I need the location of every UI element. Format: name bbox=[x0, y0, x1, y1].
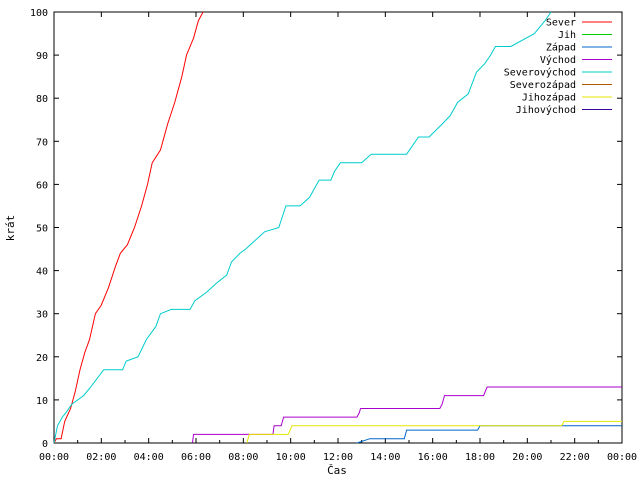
y-tick-label: 20 bbox=[36, 353, 48, 364]
x-tick-label: 08:00 bbox=[228, 452, 258, 463]
legend-label: Severovýchod bbox=[504, 67, 576, 79]
y-tick-label: 90 bbox=[36, 51, 48, 62]
legend-label: Jihozápad bbox=[522, 92, 576, 104]
y-tick-label: 60 bbox=[36, 180, 48, 191]
x-tick-label: 16:00 bbox=[418, 452, 448, 463]
legend-label: Východ bbox=[540, 54, 576, 66]
y-tick-label: 100 bbox=[30, 8, 48, 19]
y-tick-label: 70 bbox=[36, 137, 48, 148]
legend-label: Sever bbox=[546, 18, 576, 29]
y-tick-label: 40 bbox=[36, 267, 48, 278]
x-tick-label: 12:00 bbox=[323, 452, 353, 463]
x-tick-label: 02:00 bbox=[86, 452, 116, 463]
y-tick-label: 80 bbox=[36, 94, 48, 105]
legend-label: Jih bbox=[558, 30, 576, 41]
series-line-5 bbox=[53, 11, 552, 444]
series-line-3 bbox=[356, 425, 622, 444]
x-tick-label: 14:00 bbox=[370, 452, 400, 463]
legend-label: Severozápad bbox=[510, 79, 576, 91]
y-tick-label: 0 bbox=[42, 439, 48, 450]
legend-label: Jihovýchod bbox=[516, 104, 576, 116]
x-tick-label: 00:00 bbox=[39, 452, 69, 463]
y-tick-label: 10 bbox=[36, 396, 48, 407]
x-tick-label: 04:00 bbox=[134, 452, 164, 463]
legend-label: Západ bbox=[546, 42, 576, 54]
x-tick-label: 06:00 bbox=[181, 452, 211, 463]
series-line-4 bbox=[191, 386, 622, 444]
x-tick-label: 00:00 bbox=[607, 452, 637, 463]
series-line-7 bbox=[246, 420, 622, 444]
x-tick-label: 10:00 bbox=[276, 452, 306, 463]
y-tick-label: 30 bbox=[36, 310, 48, 321]
y-axis-title: krát bbox=[4, 215, 17, 242]
x-axis-title: Čas bbox=[327, 464, 347, 477]
x-tick-label: 20:00 bbox=[512, 452, 542, 463]
x-tick-label: 18:00 bbox=[465, 452, 495, 463]
y-tick-label: 50 bbox=[36, 224, 48, 235]
series-line-1 bbox=[53, 11, 204, 444]
x-tick-label: 22:00 bbox=[560, 452, 590, 463]
